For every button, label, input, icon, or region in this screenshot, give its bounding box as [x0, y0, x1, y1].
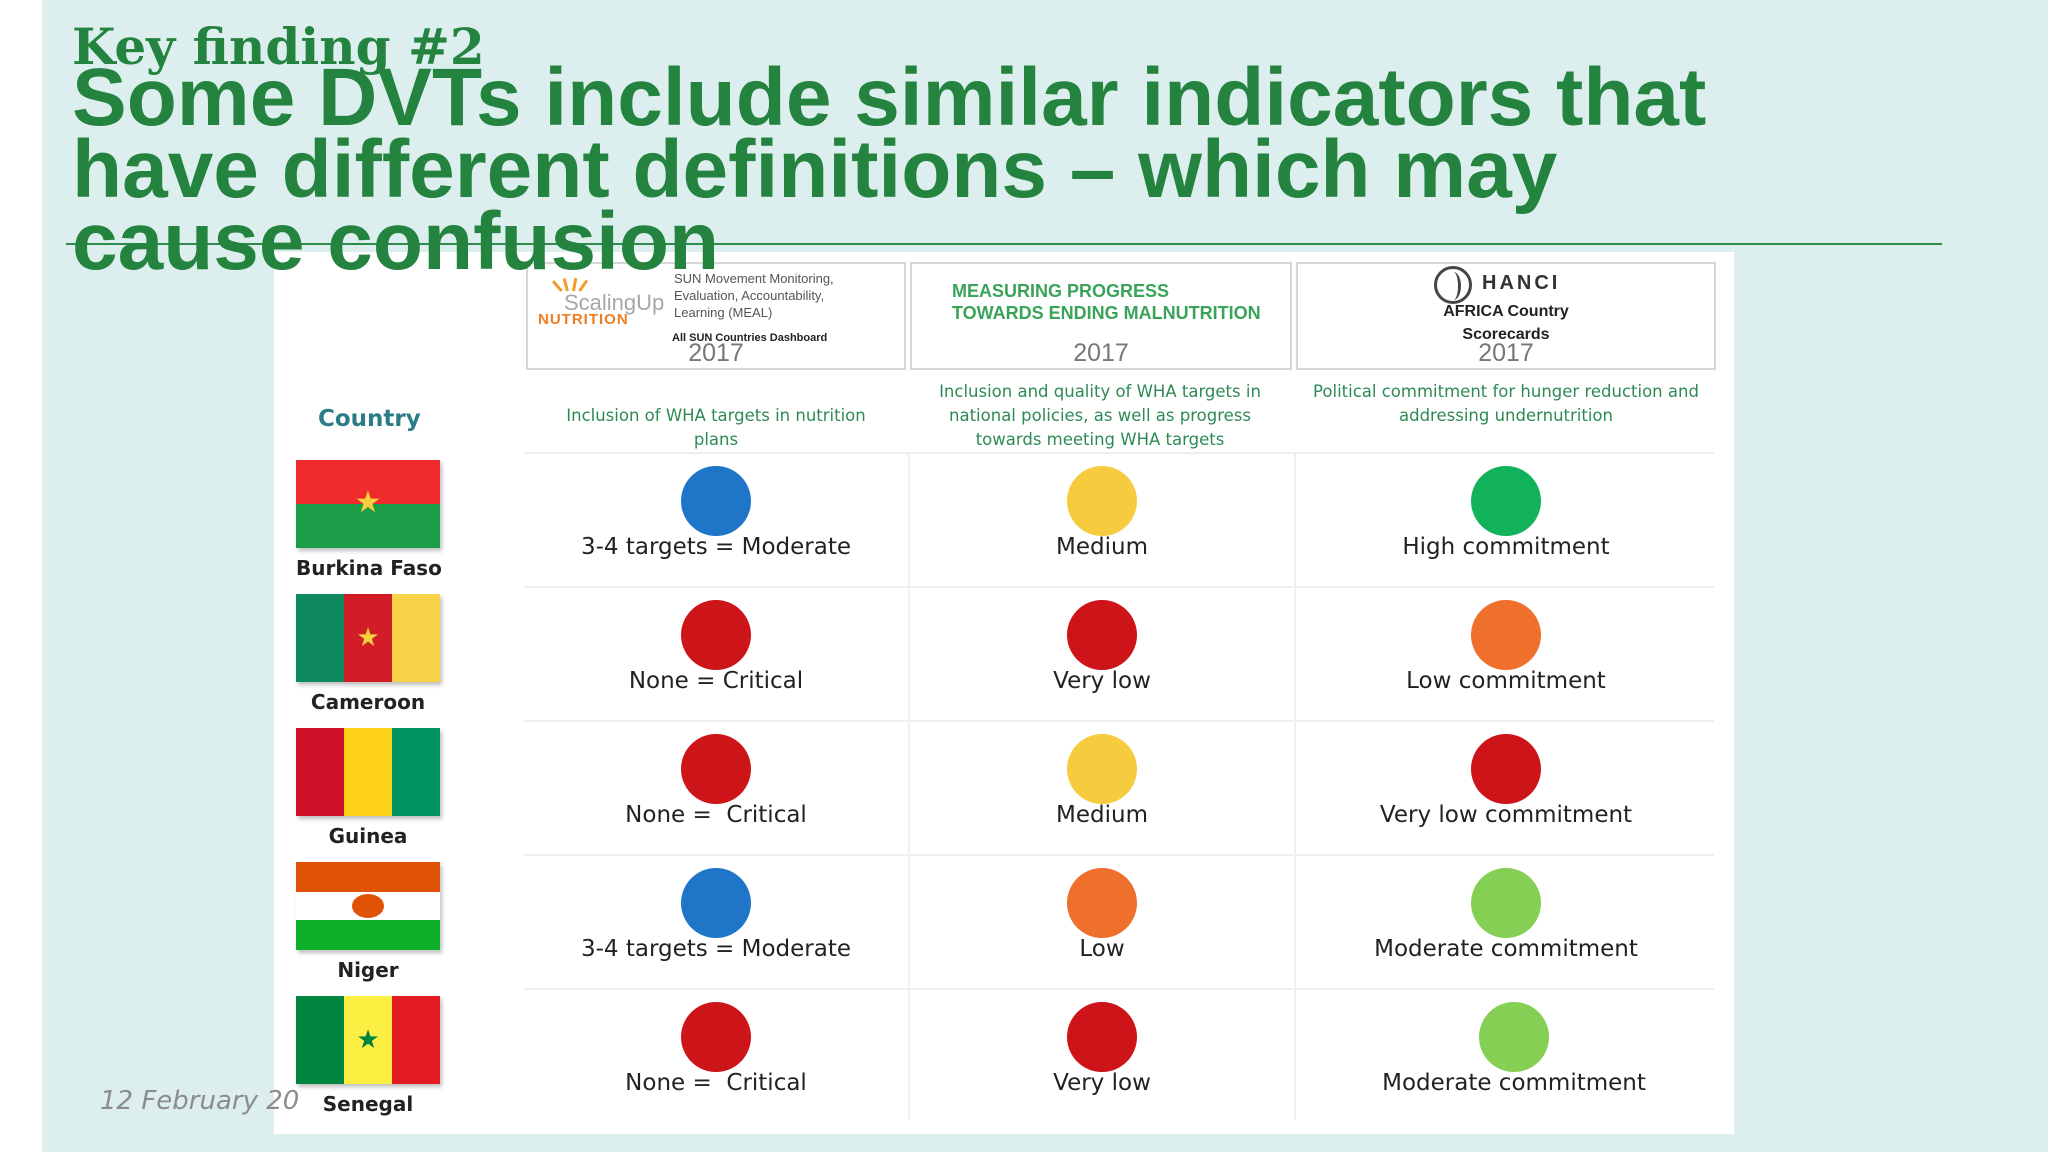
sun-logo-text-nutrition: NUTRITION	[538, 311, 629, 328]
rating-label: Medium	[1056, 802, 1148, 828]
rating-dot-icon	[1471, 600, 1541, 670]
rating-cell: 3-4 targets = Moderate	[526, 858, 906, 988]
rating-label: Moderate commitment	[1382, 1070, 1646, 1096]
rating-dot-icon	[681, 868, 751, 938]
grid-line	[524, 988, 1714, 990]
rating-label: Low	[1079, 936, 1125, 962]
comparison-table: ScalingUp NUTRITION SUN Movement Monitor…	[274, 252, 1734, 1134]
grid-line	[524, 854, 1714, 856]
rating-cell: Medium	[912, 724, 1292, 854]
sun-meal-description: SUN Movement Monitoring, Evaluation, Acc…	[674, 271, 834, 320]
cameroon-flag-icon: ★	[296, 594, 440, 682]
country-column-header: Country	[318, 406, 421, 432]
rating-cell: 3-4 targets = Moderate	[526, 456, 906, 586]
rating-label: Low commitment	[1406, 668, 1606, 694]
rating-dot-icon	[1067, 466, 1137, 536]
rating-dot-icon	[1067, 868, 1137, 938]
rating-label: None = Critical	[625, 802, 807, 828]
rating-dot-icon	[681, 600, 751, 670]
tool-header-measuring-progress: MEASURING PROGRESS TOWARDS ENDING MALNUT…	[910, 262, 1292, 370]
rating-label: Moderate commitment	[1374, 936, 1638, 962]
rating-label: Medium	[1056, 534, 1148, 560]
tool-year: 2017	[1073, 339, 1129, 367]
indicator-header-hanci: Political commitment for hunger reductio…	[1313, 382, 1699, 425]
rating-dot-icon	[1067, 1002, 1137, 1072]
tool-year: 2017	[1478, 339, 1534, 367]
grid-line	[524, 720, 1714, 722]
rating-label: High commitment	[1402, 534, 1610, 560]
rating-label: None = Critical	[628, 668, 804, 694]
country-name: Niger	[337, 958, 399, 982]
senegal-flag-icon: ★	[296, 996, 440, 1084]
hanci-logo-icon	[1434, 266, 1472, 304]
rating-cell: High commitment	[1316, 456, 1696, 586]
rating-label: None = Critical	[625, 1070, 807, 1096]
rating-cell: Moderate commitment	[1324, 992, 1704, 1122]
rating-label: Very low	[1053, 668, 1151, 694]
rating-dot-icon	[1067, 600, 1137, 670]
footer-date: 12 February 20	[100, 1086, 300, 1116]
rating-cell: Very low commitment	[1316, 724, 1696, 854]
rating-cell: Very low	[912, 992, 1292, 1122]
rating-cell: None = Critical	[526, 590, 906, 720]
country-name: Guinea	[328, 824, 408, 848]
rating-cell: None = Critical	[526, 724, 906, 854]
guinea-flag-icon	[296, 728, 440, 816]
rating-dot-icon	[1067, 734, 1137, 804]
rating-dot-icon	[1471, 466, 1541, 536]
slide-kicker: Key finding #2	[72, 17, 485, 76]
grid-line	[524, 452, 1714, 454]
rating-dot-icon	[681, 1002, 751, 1072]
rating-dot-icon	[1479, 1002, 1549, 1072]
hanci-logo-text: HANCI	[1482, 272, 1561, 294]
rating-cell: Medium	[912, 456, 1292, 586]
indicator-header-sun: Inclusion of WHA targets in nutrition pl…	[566, 406, 866, 449]
slide-headline: Some DVTs include similar indicators tha…	[72, 62, 1707, 276]
rating-dot-icon	[1471, 868, 1541, 938]
niger-flag-icon	[296, 862, 440, 950]
indicator-header-measuring-progress: Inclusion and quality of WHA targets in …	[939, 382, 1261, 449]
tool-header-hanci: HANCI AFRICA Country Scorecards 2017	[1296, 262, 1716, 370]
tool-year: 2017	[688, 339, 744, 367]
country-name: Burkina Faso	[296, 556, 442, 580]
grid-line	[1294, 452, 1296, 1120]
rating-cell: Moderate commitment	[1316, 858, 1696, 988]
rating-label: 3-4 targets = Moderate	[580, 936, 852, 962]
sun-dashboard-subtitle: All SUN Countries Dashboard	[672, 332, 828, 344]
rating-dot-icon	[1471, 734, 1541, 804]
tool-header-sun-meal: ScalingUp NUTRITION SUN Movement Monitor…	[526, 262, 906, 370]
scaling-up-nutrition-logo: ScalingUp NUTRITION	[538, 277, 668, 334]
burkina-faso-flag-icon: ★	[296, 460, 440, 548]
rating-cell: Low commitment	[1316, 590, 1696, 720]
grid-line	[524, 586, 1714, 588]
country-name: Cameroon	[310, 690, 426, 714]
measuring-progress-title: MEASURING PROGRESS TOWARDS ENDING MALNUT…	[952, 281, 1261, 323]
country-name: Senegal	[322, 1092, 414, 1116]
rating-dot-icon	[681, 466, 751, 536]
hanci-subtitle: AFRICA Country Scorecards	[1443, 303, 1569, 343]
rating-label: Very low commitment	[1379, 802, 1633, 828]
rating-cell: Very low	[912, 590, 1292, 720]
rating-label: Very low	[1053, 1070, 1151, 1096]
rating-dot-icon	[681, 734, 751, 804]
rating-cell: None = Critical	[526, 992, 906, 1122]
title-divider	[66, 243, 1942, 245]
rating-label: 3-4 targets = Moderate	[580, 534, 852, 560]
grid-line	[908, 452, 910, 1120]
sun-logo-text-scaling: ScalingUp	[564, 290, 665, 315]
rating-cell: Low	[912, 858, 1292, 988]
